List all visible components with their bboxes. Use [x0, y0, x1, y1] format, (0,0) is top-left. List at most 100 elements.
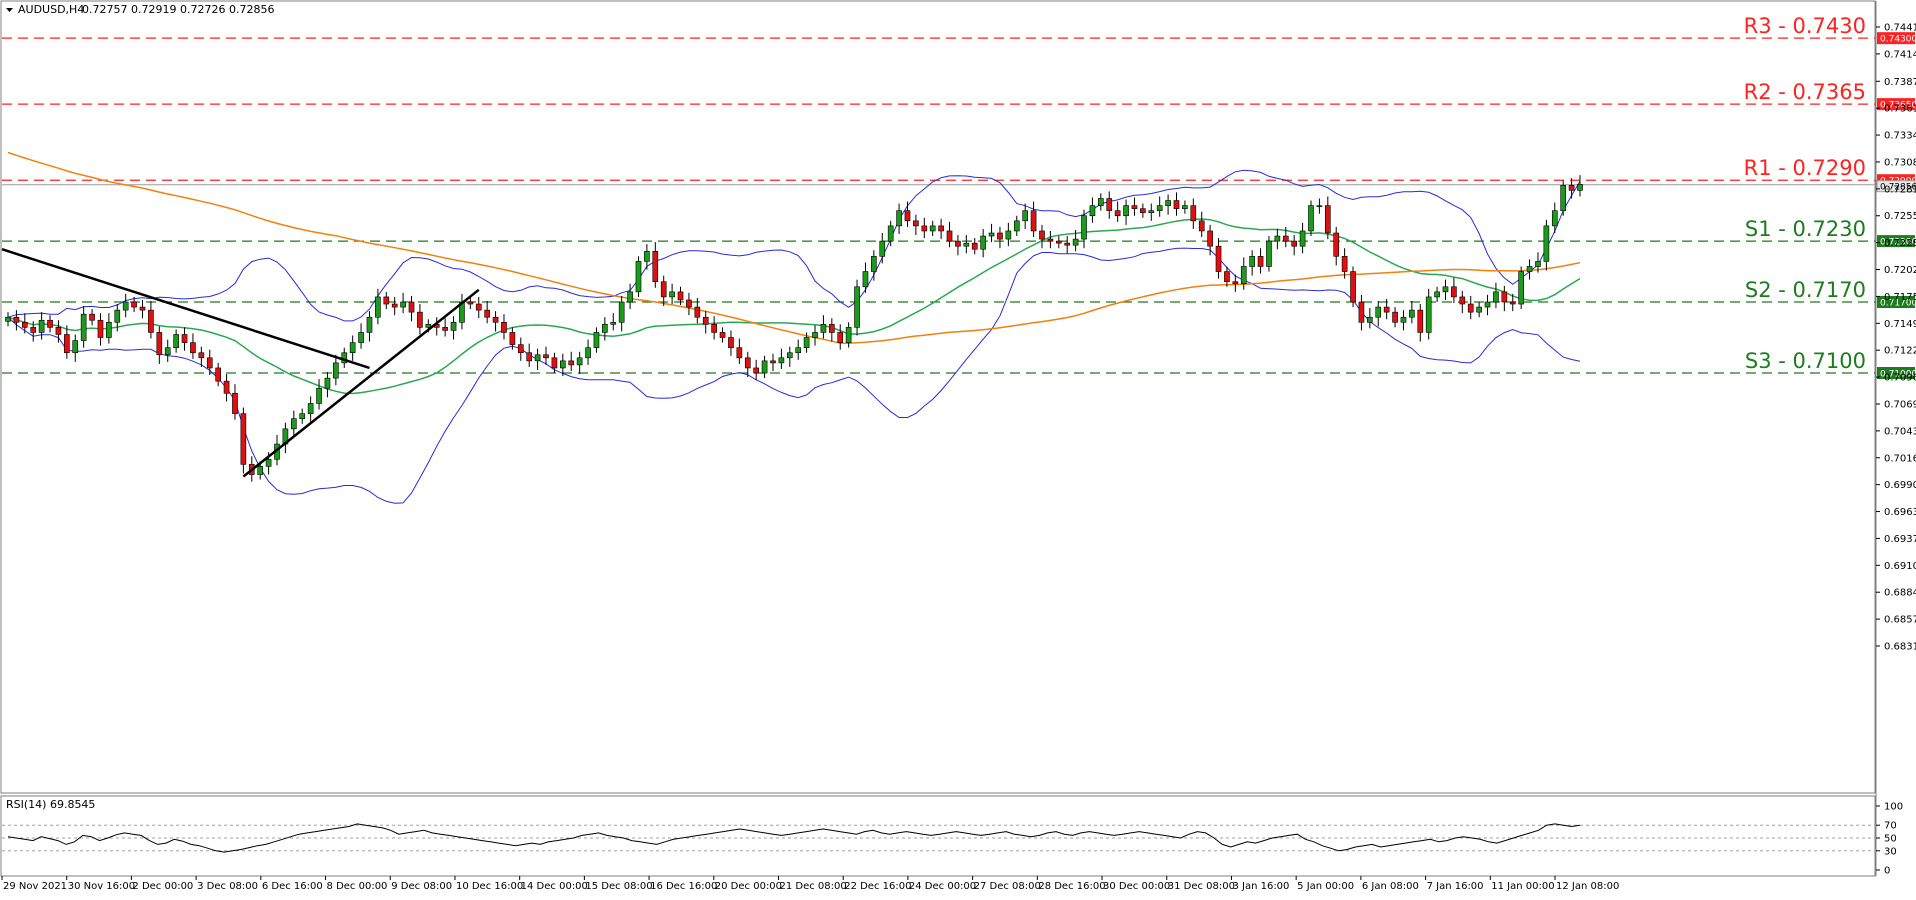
- candle: [1383, 298, 1390, 320]
- candle-body-bear: [753, 367, 759, 374]
- candle: [156, 326, 163, 364]
- candle: [383, 291, 390, 310]
- candle: [517, 337, 524, 361]
- descending-trendline: [1, 248, 370, 370]
- candle-body-bear: [1417, 309, 1424, 333]
- candle-body-bear: [946, 230, 953, 242]
- candle: [240, 407, 247, 474]
- candle-body-bull: [778, 357, 785, 364]
- candle-body-bear: [21, 321, 28, 328]
- candle-body-bull: [1013, 220, 1020, 232]
- candle: [1215, 238, 1222, 279]
- candle: [1232, 274, 1239, 292]
- candle-body-bull: [1493, 291, 1499, 303]
- candle: [366, 311, 373, 342]
- candle-body-bear: [492, 316, 499, 323]
- candle-body-bear: [509, 332, 516, 345]
- candle-body-bull: [1476, 306, 1482, 313]
- candle: [408, 295, 415, 322]
- candle-body-bull: [450, 321, 457, 331]
- candle: [1316, 198, 1323, 214]
- candle-body-bull: [1375, 306, 1382, 318]
- current-price-tag: [1876, 180, 1916, 193]
- rsi-tick-label: 70: [1884, 821, 1897, 832]
- candle-body-bull: [400, 301, 406, 308]
- candle-body-bull: [358, 332, 364, 343]
- level-price-tag: [1877, 235, 1915, 248]
- x-tick-label: 12 Jan 08:00: [1556, 881, 1619, 892]
- level-price-tag: [1877, 32, 1915, 45]
- y-tick-label: 0.73875: [1884, 77, 1916, 88]
- candle: [64, 325, 70, 359]
- candle: [1064, 236, 1071, 254]
- candle-body-bear: [1341, 256, 1348, 272]
- candle-body-bear: [702, 316, 709, 325]
- candle-body-bull: [1081, 215, 1087, 240]
- candle: [1022, 203, 1028, 229]
- candle-body-bear: [1568, 185, 1575, 191]
- candle-body-bear: [97, 319, 104, 338]
- candle-body-bull: [1072, 238, 1079, 246]
- x-tick-label: 10 Dec 16:00: [456, 881, 523, 892]
- candle: [669, 283, 675, 305]
- candle: [585, 339, 591, 365]
- candle: [526, 343, 533, 367]
- candle: [879, 232, 886, 264]
- rsi-tick-label: 0: [1884, 866, 1890, 877]
- candle: [1123, 199, 1129, 225]
- candle: [1392, 307, 1398, 328]
- candle: [1434, 286, 1440, 302]
- collapse-triangle-icon[interactable]: [6, 8, 13, 12]
- candle-body-bear: [1190, 205, 1197, 222]
- candle-body-bull: [307, 403, 314, 414]
- candle-body-bear: [1224, 271, 1230, 283]
- candle: [467, 296, 474, 310]
- candle-body-bull: [265, 458, 272, 467]
- x-tick-label: 30 Nov 16:00: [68, 881, 135, 892]
- candle: [106, 313, 112, 344]
- candle: [610, 313, 617, 331]
- candle: [1013, 215, 1020, 237]
- candle: [1543, 219, 1550, 271]
- candle: [677, 286, 684, 306]
- candle: [1467, 295, 1474, 320]
- candle: [551, 352, 558, 374]
- candle-body-bull: [164, 347, 171, 356]
- candle: [1484, 294, 1491, 316]
- candle-body-bear: [1064, 242, 1071, 246]
- candle-body-bear: [89, 313, 95, 321]
- candle-body-bull: [887, 225, 894, 242]
- candle-body-bull: [1005, 230, 1012, 240]
- rsi-tick-label: 50: [1884, 834, 1897, 845]
- y-tick-label: 0.71225: [1884, 346, 1916, 357]
- candle-body-bull: [669, 291, 675, 298]
- candle-body-bear: [1509, 301, 1516, 305]
- candle: [980, 228, 986, 258]
- candle-body-bull: [593, 332, 600, 348]
- candle: [963, 235, 970, 254]
- candle: [694, 297, 701, 324]
- level-label: R3 - 0.7430: [1744, 14, 1866, 38]
- candle-body-bull: [5, 316, 11, 322]
- rsi-label: RSI(14) 69.8545: [6, 798, 95, 811]
- candle: [1375, 300, 1382, 327]
- candle-body-bear: [1459, 296, 1466, 305]
- main-panel-frame: [0, 0, 1876, 794]
- candle-body-bull: [1367, 316, 1373, 323]
- candle-body-bull: [290, 418, 297, 430]
- candle: [1451, 277, 1457, 304]
- candle-body-bear: [1140, 208, 1146, 214]
- candle-body-bull: [316, 387, 322, 404]
- candle-body-bull: [1299, 230, 1306, 247]
- candle-body-bear: [1198, 220, 1205, 232]
- candle-body-bull: [80, 313, 87, 341]
- candle-body-bear: [921, 225, 928, 232]
- candle: [173, 329, 179, 353]
- candle-body-bear: [1358, 301, 1365, 323]
- candle: [862, 262, 869, 293]
- candle-body-bull: [1123, 205, 1129, 217]
